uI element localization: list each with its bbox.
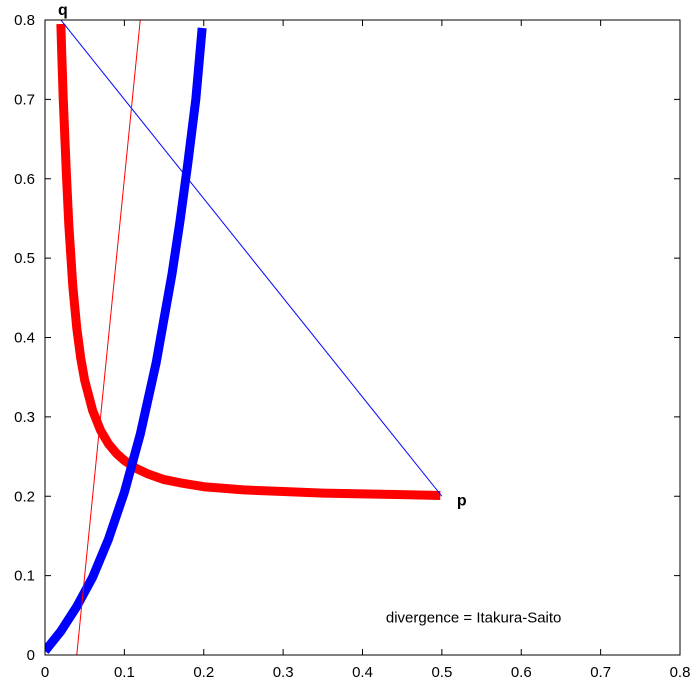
y-tick-label: 0.3 — [14, 409, 35, 426]
axis-ticks — [44, 19, 681, 656]
y-tick-label: 0.8 — [14, 12, 35, 29]
y-tick-label: 0.5 — [14, 250, 35, 267]
plot-lines — [45, 20, 443, 655]
y-tick-label: 0.4 — [14, 330, 35, 347]
x-tick-label: 0.6 — [511, 664, 532, 681]
x-tick-label: 0.1 — [114, 664, 135, 681]
thick-blue-curve-1 — [45, 27, 207, 654]
thick-red-curve-0 — [56, 23, 441, 500]
thin-red-curve-3 — [76, 20, 141, 655]
x-tick-label: 0.8 — [670, 664, 691, 681]
thin-blue-curve-2 — [60, 20, 443, 497]
y-tick-label: 0 — [27, 647, 35, 664]
axis-tick-labels: 0 0.1 0.2 0.3 0.4 0.5 0.6 0.7 0.8 0 0.1 0.2 0.3 0.4 0.… — [14, 12, 690, 681]
x-tick-label: 0.4 — [352, 664, 373, 681]
y-tick-label: 0.1 — [14, 568, 35, 585]
divergence-annotation: divergence = Itakura-Saito — [386, 610, 562, 627]
y-tick-label: 0.6 — [14, 171, 35, 188]
point-label-p: p — [457, 492, 467, 509]
x-tick-label: 0.7 — [590, 664, 611, 681]
x-tick-label: 0 — [41, 664, 49, 681]
point-label-q: q — [58, 2, 68, 19]
x-tick-label: 0.5 — [431, 664, 452, 681]
x-tick-label: 0.3 — [273, 664, 294, 681]
x-tick-label: 0.2 — [193, 664, 214, 681]
point-labels: pq — [58, 2, 467, 509]
y-tick-label: 0.2 — [14, 488, 35, 505]
y-tick-label: 0.7 — [14, 91, 35, 108]
